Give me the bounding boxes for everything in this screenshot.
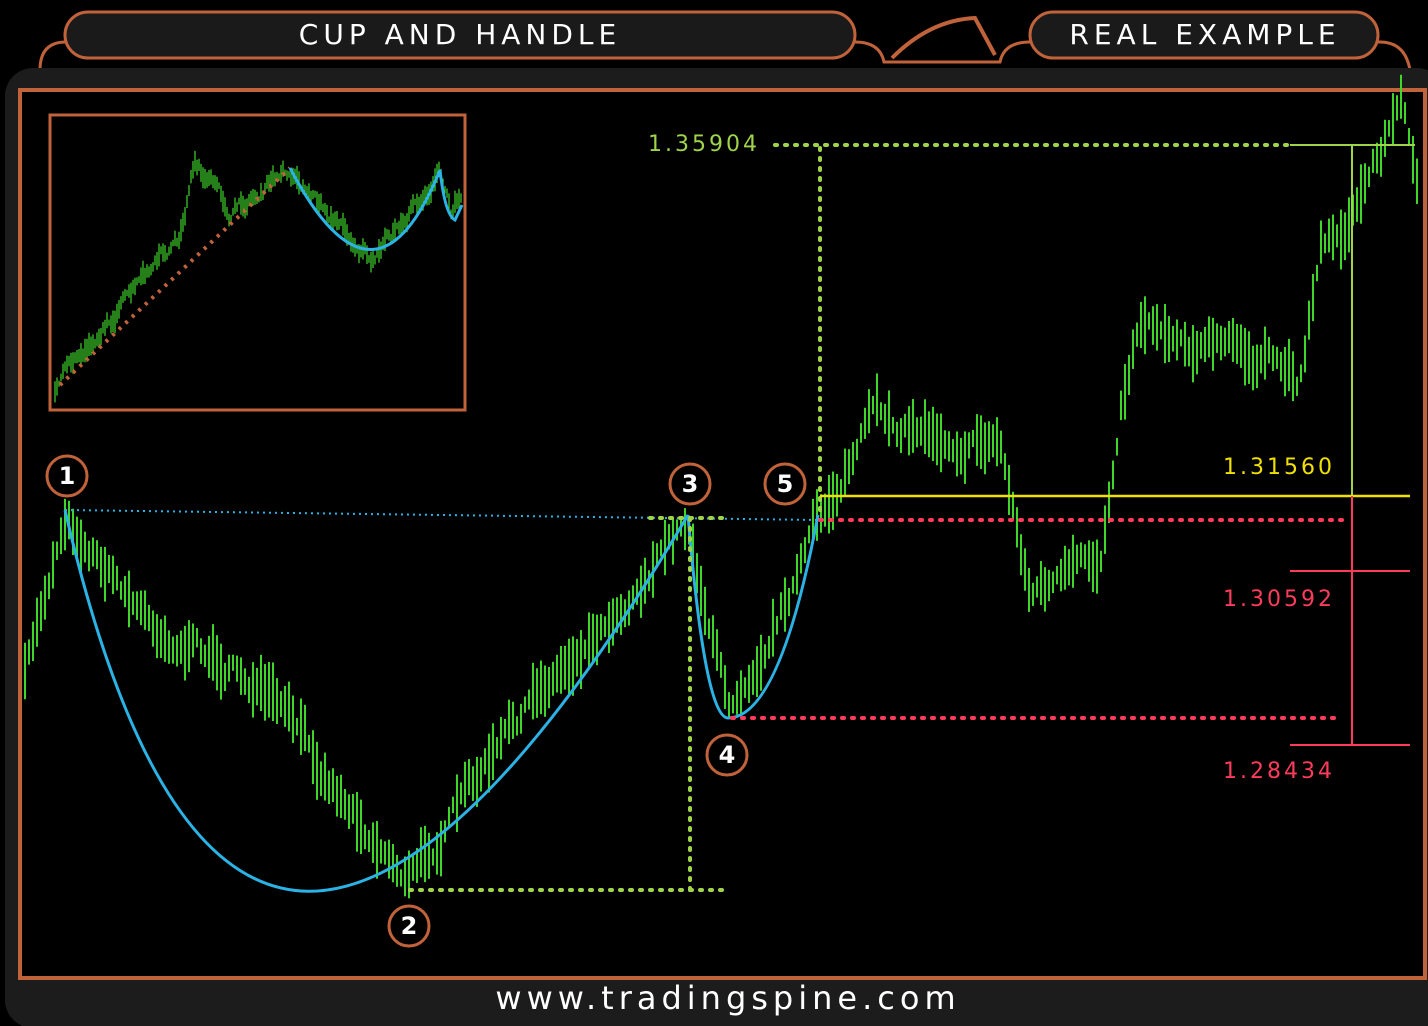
price-label: 1.35904 — [648, 132, 760, 157]
price-label: 1.31560 — [1223, 455, 1335, 480]
point-circle — [763, 462, 807, 506]
point-circle — [45, 454, 89, 498]
handle-curve — [686, 514, 820, 720]
point-circle — [705, 733, 749, 777]
right-title: REAL EXAMPLE — [1069, 18, 1340, 51]
inset-bars — [54, 150, 462, 403]
cup-curve — [63, 509, 690, 893]
price-label: 1.30592 — [1223, 587, 1335, 612]
point-number: 3 — [682, 470, 699, 498]
right-pill — [1028, 10, 1380, 60]
point-number: 2 — [401, 912, 418, 940]
left-title: CUP AND HANDLE — [299, 18, 621, 51]
chart-area — [18, 88, 1427, 980]
point-number: 4 — [719, 741, 736, 769]
inset-frame — [48, 113, 467, 412]
left-pill — [63, 10, 857, 60]
footer: www.tradingspine.com — [495, 979, 960, 1017]
point-number: 1 — [59, 462, 76, 490]
header-outline — [38, 40, 1412, 71]
red-lines — [730, 518, 1347, 720]
point-circle — [387, 904, 431, 948]
price-label: 1.28434 — [1223, 759, 1335, 784]
stop-range — [1290, 496, 1410, 746]
measure-lines — [408, 143, 1292, 892]
inset-trend — [58, 166, 292, 387]
point-circle — [668, 462, 712, 506]
point-markers: 1 2 3 4 5 — [45, 454, 807, 948]
inset-cup — [288, 167, 464, 251]
point-number: 5 — [777, 470, 794, 498]
logo — [890, 15, 997, 60]
